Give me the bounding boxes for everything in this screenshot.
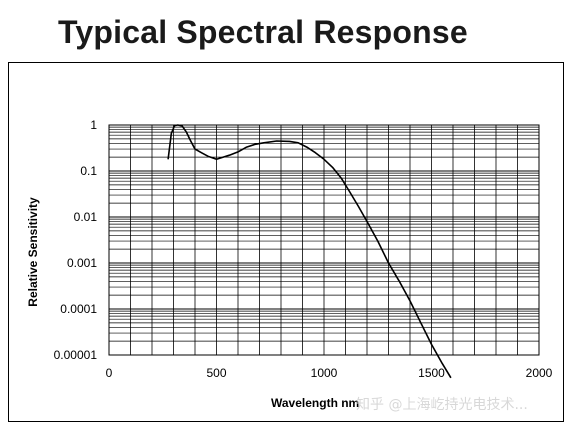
- y-tick-label: 0.1: [80, 164, 97, 178]
- chart-frame: 1 0.1 0.01 0.001 0.0001 0.00001 0 500 1000 1500 20…: [8, 62, 564, 422]
- x-tick-label: 2000: [526, 366, 553, 380]
- y-tick-label: 0.01: [74, 210, 98, 224]
- x-axis-label: Wavelength nm: [271, 396, 359, 410]
- page-title: Typical Spectral Response: [58, 14, 468, 50]
- series-layer: [167, 124, 452, 379]
- x-tick-label: 1500: [418, 366, 445, 380]
- x-tick-label: 0: [106, 366, 113, 380]
- watermark-text: 知乎 @上海屹持光电技术...: [356, 397, 528, 413]
- x-tick-label: 500: [206, 366, 226, 380]
- y-axis-label: Relative Sensitivity: [26, 197, 40, 307]
- x-tick-label: 1000: [311, 366, 338, 380]
- y-tick-label: 0.00001: [54, 348, 98, 362]
- label-layer: 1 0.1 0.01 0.001 0.0001 0.00001 0 500 1000 1500 20…: [26, 118, 553, 410]
- axis-layer: [108, 124, 540, 356]
- y-tick-label: 0.0001: [60, 302, 97, 316]
- response-curve-line: [167, 124, 452, 379]
- plot-area-border: [108, 124, 540, 356]
- grid-layer: [109, 124, 539, 356]
- y-tick-label: 1: [90, 118, 97, 132]
- y-tick-label: 0.001: [67, 256, 97, 270]
- spectral-response-chart: 1 0.1 0.01 0.001 0.0001 0.00001 0 500 1000 1500 20…: [26, 118, 553, 410]
